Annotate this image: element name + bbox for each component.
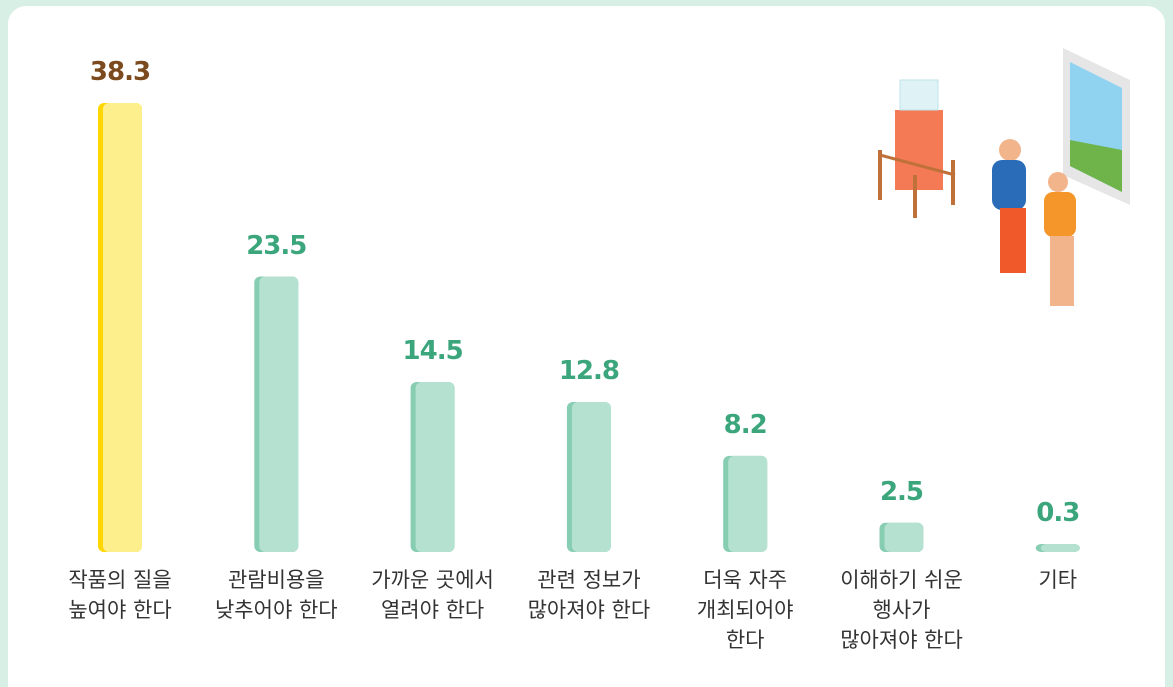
rope xyxy=(879,153,956,177)
backpack xyxy=(1044,192,1076,237)
value-label: 0.3 xyxy=(1036,498,1080,528)
panel xyxy=(8,6,1165,687)
head xyxy=(999,139,1021,161)
value-label: 38.3 xyxy=(89,57,151,87)
pedestal xyxy=(895,110,943,190)
legs xyxy=(1000,208,1026,273)
value-label: 23.5 xyxy=(246,230,307,261)
category-label: 작품의 질을 높여야 한다 xyxy=(68,568,172,622)
bar xyxy=(259,276,299,552)
bar xyxy=(728,455,768,552)
bar xyxy=(103,103,142,552)
category-label: 가까운 곳에서 열려야 한다 xyxy=(371,568,494,622)
category-label: 더욱 자주 개최되어야 한다 xyxy=(696,568,794,652)
bar xyxy=(1040,544,1080,552)
value-label: 8.2 xyxy=(723,409,768,440)
bar xyxy=(571,401,611,552)
category-label: 이해하기 쉬운 행사가 많아져야 한다 xyxy=(840,568,963,652)
head xyxy=(1048,172,1068,192)
category-label: 관련 정보가 많아져야 한다 xyxy=(527,568,651,622)
bar xyxy=(415,382,455,552)
illustration xyxy=(878,48,1130,306)
display-case xyxy=(899,79,939,111)
value-label: 2.5 xyxy=(879,476,924,507)
value-label: 14.5 xyxy=(402,336,464,366)
backpack xyxy=(992,160,1026,210)
bar xyxy=(884,522,924,552)
legs xyxy=(1050,236,1074,306)
value-label: 12.8 xyxy=(558,355,620,386)
category-label: 관람비용을 낮추어야 한다 xyxy=(214,568,338,622)
painting-hill xyxy=(1070,140,1122,192)
category-label: 기타 xyxy=(1038,568,1078,592)
